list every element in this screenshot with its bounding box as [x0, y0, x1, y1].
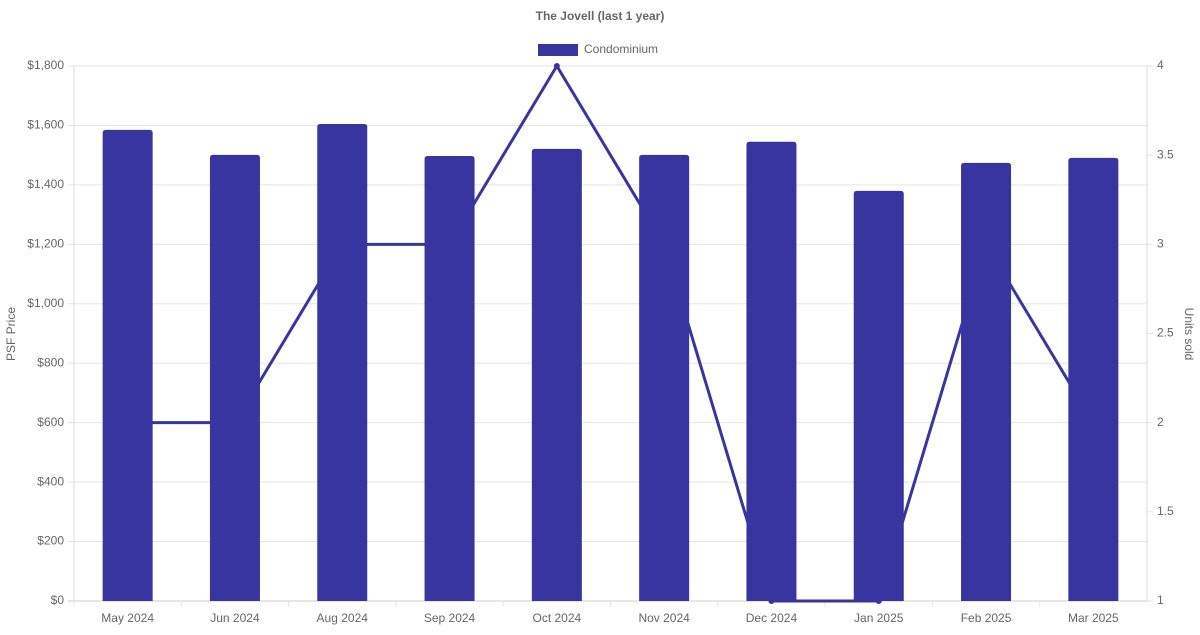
y2-tick-label: 3 [1157, 237, 1164, 251]
bar [209, 154, 260, 601]
bar [317, 123, 368, 601]
y-tick-label: $800 [37, 355, 64, 369]
y-tick-label: $1,800 [27, 58, 64, 72]
y2-tick-label: 2 [1157, 415, 1164, 429]
bar [102, 129, 153, 601]
legend-swatch [538, 44, 578, 56]
bar [746, 141, 797, 601]
y2-tick-label: 3.5 [1157, 147, 1174, 161]
x-tick-label: Sep 2024 [424, 611, 476, 625]
y-tick-label: $200 [37, 534, 64, 548]
point [553, 63, 560, 69]
y-tick-label: $0 [51, 593, 65, 607]
bar [961, 162, 1012, 601]
y2-tick-label: 1 [1157, 593, 1164, 607]
y-tick-label: $400 [37, 474, 64, 488]
bar [1068, 157, 1119, 601]
x-tick-label: Feb 2025 [961, 611, 1012, 625]
x-tick-label: Jan 2025 [854, 611, 904, 625]
x-tick-label: May 2024 [101, 611, 154, 625]
y-tick-label: $1,200 [27, 237, 64, 251]
bar [531, 148, 582, 602]
y-tick-label: $1,400 [27, 177, 64, 191]
y-tick-label: $1,600 [27, 118, 64, 132]
bar [639, 154, 690, 601]
line [127, 63, 1095, 603]
y2-tick-label: 1.5 [1157, 504, 1174, 518]
x-tick-label: Dec 2024 [746, 611, 798, 625]
bar [853, 190, 904, 602]
x-tick-label: Jun 2024 [210, 611, 260, 625]
y-tick-label: $1,000 [27, 296, 64, 310]
y2-tick-label: 4 [1157, 58, 1164, 72]
bar [424, 156, 475, 601]
y2-tick-label: 2.5 [1157, 326, 1174, 340]
chart-title: The Jovell (last 1 year) [536, 9, 665, 23]
x-tick-label: Mar 2025 [1068, 611, 1119, 625]
legend-label: Condominium [584, 42, 658, 56]
y-axis-label: PSF Price [4, 307, 18, 361]
x-tick-label: Nov 2024 [638, 611, 690, 625]
x-tick-label: Aug 2024 [317, 611, 369, 625]
y2-axis-label: Units sold [1182, 308, 1196, 361]
y-tick-label: $600 [37, 415, 64, 429]
x-tick-label: Oct 2024 [532, 611, 581, 625]
